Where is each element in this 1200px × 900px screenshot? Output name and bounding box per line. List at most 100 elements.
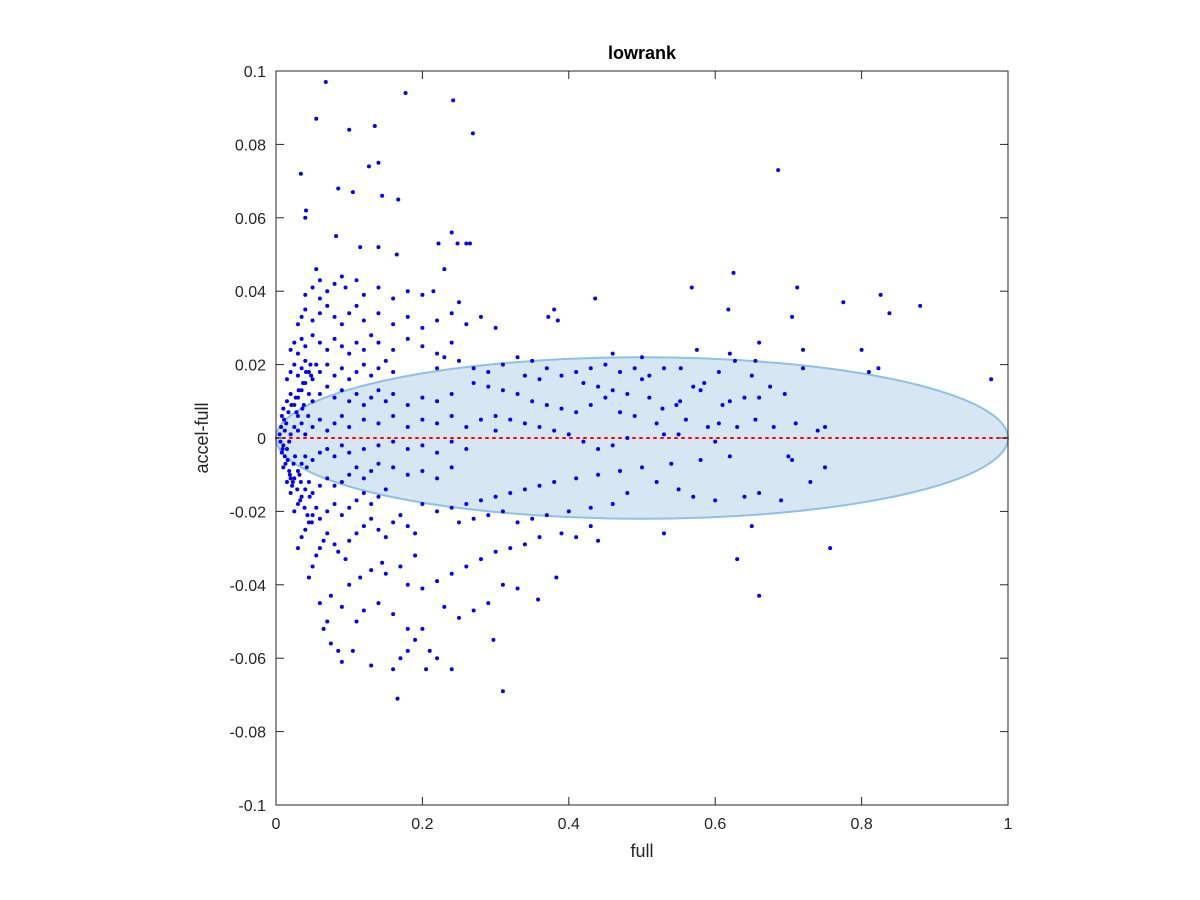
- data-point: [376, 421, 381, 426]
- data-point: [317, 391, 322, 396]
- data-point: [354, 619, 359, 624]
- data-point: [716, 421, 721, 426]
- data-point: [678, 366, 683, 371]
- data-point: [361, 608, 366, 613]
- data-point: [295, 487, 300, 492]
- data-point: [325, 428, 330, 433]
- data-point: [610, 388, 615, 393]
- data-point: [405, 336, 410, 341]
- data-point: [369, 395, 374, 400]
- data-point: [581, 439, 586, 444]
- data-point: [405, 648, 410, 653]
- chart-title: lowrank: [608, 43, 677, 63]
- data-point: [808, 480, 813, 485]
- data-point: [405, 289, 410, 294]
- data-point: [292, 402, 297, 407]
- data-point: [398, 656, 403, 661]
- data-point: [420, 344, 425, 349]
- data-point: [405, 582, 410, 587]
- data-point: [277, 432, 282, 437]
- data-point: [284, 480, 289, 485]
- data-point: [876, 366, 881, 371]
- data-point: [449, 571, 454, 576]
- data-point: [354, 391, 359, 396]
- data-point: [625, 436, 630, 440]
- data-point: [493, 549, 498, 554]
- data-point: [310, 399, 315, 404]
- data-point: [281, 465, 286, 470]
- data-point: [552, 307, 557, 312]
- data-point: [574, 410, 579, 415]
- data-point: [435, 399, 440, 404]
- data-point: [731, 270, 736, 275]
- data-point: [515, 355, 520, 360]
- data-point: [478, 557, 483, 562]
- data-point: [380, 560, 385, 565]
- data-point: [310, 513, 315, 518]
- data-point: [361, 491, 366, 496]
- y-axis-label: accel-full: [192, 402, 212, 473]
- data-point: [593, 296, 598, 301]
- data-point: [284, 421, 289, 426]
- data-point: [405, 447, 410, 452]
- data-point: [464, 241, 469, 246]
- data-point: [478, 417, 483, 422]
- data-point: [325, 303, 330, 308]
- data-point: [301, 380, 306, 385]
- x-axis-label: full: [630, 841, 653, 861]
- y-tick-label: 0: [257, 431, 266, 448]
- data-point: [292, 476, 297, 481]
- data-point: [336, 186, 341, 191]
- data-point: [332, 395, 337, 400]
- data-point: [292, 362, 297, 367]
- data-point: [435, 656, 440, 661]
- data-point: [376, 601, 381, 606]
- data-point: [552, 428, 557, 433]
- data-point: [486, 513, 491, 518]
- data-point: [464, 322, 469, 327]
- data-point: [317, 369, 322, 374]
- data-point: [413, 553, 418, 558]
- y-tick-label: -0.1: [238, 798, 266, 815]
- data-point: [610, 351, 615, 356]
- data-point: [298, 498, 303, 503]
- data-point: [413, 531, 418, 536]
- data-point: [647, 373, 652, 378]
- data-point: [771, 424, 776, 429]
- data-point: [290, 480, 295, 485]
- data-point: [449, 505, 454, 510]
- data-point: [508, 417, 513, 422]
- data-point: [306, 575, 311, 580]
- data-point: [749, 524, 754, 529]
- data-point: [296, 388, 301, 393]
- data-point: [279, 424, 284, 429]
- data-point: [537, 424, 542, 429]
- data-point: [339, 604, 344, 609]
- data-point: [768, 384, 773, 389]
- data-point: [332, 373, 337, 378]
- data-point: [464, 424, 469, 429]
- data-point: [391, 296, 396, 301]
- data-point: [325, 384, 330, 389]
- data-point: [801, 366, 806, 371]
- data-point: [618, 369, 623, 374]
- data-point: [757, 340, 762, 345]
- data-point: [588, 505, 593, 510]
- data-point: [726, 307, 731, 312]
- data-point: [299, 535, 304, 540]
- data-point: [317, 311, 322, 316]
- data-point: [654, 480, 659, 485]
- data-point: [383, 358, 388, 363]
- data-point: [449, 391, 454, 396]
- data-point: [293, 454, 298, 459]
- data-point: [790, 458, 795, 463]
- data-point: [293, 395, 298, 400]
- data-point: [795, 285, 800, 290]
- data-point: [282, 454, 287, 459]
- data-point: [493, 428, 498, 433]
- data-point: [486, 384, 491, 389]
- data-point: [303, 358, 308, 363]
- data-point: [292, 424, 297, 429]
- data-point: [522, 487, 527, 492]
- data-point: [640, 377, 644, 382]
